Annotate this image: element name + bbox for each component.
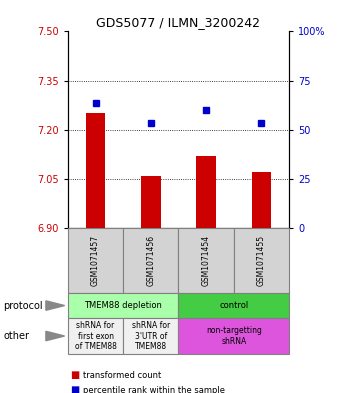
Text: shRNA for
3'UTR of
TMEM88: shRNA for 3'UTR of TMEM88: [132, 321, 170, 351]
Text: other: other: [3, 331, 29, 341]
Bar: [141, 176, 160, 228]
Text: GSM1071455: GSM1071455: [257, 235, 266, 286]
Text: non-targetting
shRNA: non-targetting shRNA: [206, 326, 262, 346]
Text: shRNA for
first exon
of TMEM88: shRNA for first exon of TMEM88: [75, 321, 117, 351]
Text: percentile rank within the sample: percentile rank within the sample: [83, 386, 225, 393]
Text: ■: ■: [70, 385, 79, 393]
Bar: [252, 172, 271, 228]
Text: GSM1071454: GSM1071454: [202, 235, 210, 286]
Text: TMEM88 depletion: TMEM88 depletion: [84, 301, 162, 310]
Title: GDS5077 / ILMN_3200242: GDS5077 / ILMN_3200242: [97, 16, 260, 29]
Bar: [197, 156, 216, 228]
Text: control: control: [219, 301, 249, 310]
Text: GSM1071456: GSM1071456: [147, 235, 155, 286]
Text: GSM1071457: GSM1071457: [91, 235, 100, 286]
Text: transformed count: transformed count: [83, 371, 162, 380]
Text: ■: ■: [70, 370, 79, 380]
Bar: [86, 113, 105, 228]
Text: protocol: protocol: [3, 301, 43, 310]
